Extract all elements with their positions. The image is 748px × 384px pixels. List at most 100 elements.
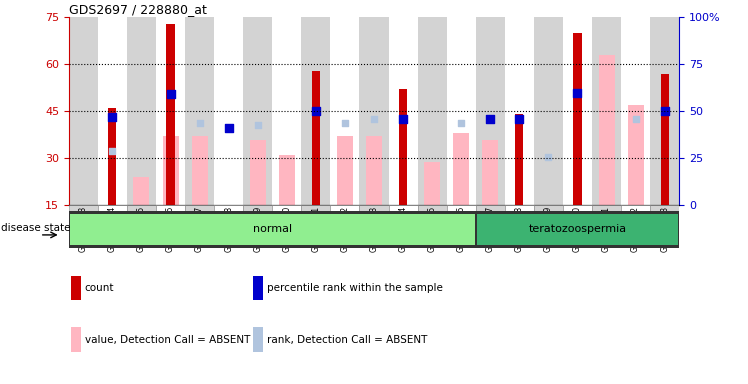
Text: GSM158474: GSM158474: [399, 206, 408, 252]
Bar: [505, 17, 534, 205]
Text: count: count: [85, 283, 114, 293]
Bar: [515, 114, 524, 205]
Bar: [360, 205, 388, 211]
Text: GSM158472: GSM158472: [340, 206, 349, 252]
Text: GSM158470: GSM158470: [282, 206, 291, 252]
Text: GSM158467: GSM158467: [195, 206, 204, 252]
Bar: [312, 71, 320, 205]
Bar: [156, 205, 185, 211]
Text: teratozoospermia: teratozoospermia: [528, 224, 627, 235]
Bar: [331, 17, 360, 205]
Bar: [69, 17, 98, 205]
Bar: [388, 205, 417, 211]
Point: [630, 116, 642, 122]
Bar: [167, 23, 174, 205]
Bar: [127, 205, 156, 211]
Bar: [162, 136, 179, 205]
Point: [252, 121, 264, 127]
Bar: [254, 328, 263, 352]
Text: GSM158466: GSM158466: [166, 206, 175, 252]
Bar: [660, 74, 669, 205]
Point: [397, 116, 409, 122]
Bar: [417, 17, 447, 205]
Bar: [254, 276, 263, 300]
Text: GSM158479: GSM158479: [544, 206, 553, 252]
Bar: [301, 17, 331, 205]
Bar: [574, 33, 581, 205]
Bar: [592, 205, 621, 211]
Bar: [388, 17, 417, 205]
Text: GSM158476: GSM158476: [457, 206, 466, 252]
Text: GSM158473: GSM158473: [370, 206, 378, 252]
Bar: [98, 205, 127, 211]
Bar: [108, 108, 117, 205]
Bar: [191, 136, 208, 205]
Bar: [360, 17, 388, 205]
Bar: [156, 17, 185, 205]
Text: GSM158465: GSM158465: [137, 206, 146, 252]
Bar: [71, 328, 81, 352]
Bar: [399, 89, 407, 205]
Point: [368, 116, 380, 122]
Bar: [70, 214, 475, 245]
Bar: [453, 133, 469, 205]
Bar: [133, 177, 150, 205]
Point: [194, 119, 206, 126]
Bar: [243, 17, 272, 205]
Bar: [482, 140, 498, 205]
Bar: [250, 140, 266, 205]
Point: [223, 125, 235, 131]
Point: [310, 108, 322, 114]
Bar: [243, 205, 272, 211]
Bar: [476, 205, 505, 211]
Bar: [331, 205, 360, 211]
Point: [165, 91, 177, 98]
Bar: [424, 162, 440, 205]
Bar: [279, 155, 295, 205]
Bar: [272, 205, 301, 211]
Text: GSM158463: GSM158463: [79, 206, 88, 252]
Text: disease state: disease state: [1, 222, 70, 233]
Text: value, Detection Call = ABSENT: value, Detection Call = ABSENT: [85, 335, 250, 345]
Bar: [272, 17, 301, 205]
Bar: [69, 205, 98, 211]
Text: GSM158478: GSM158478: [515, 206, 524, 252]
Bar: [185, 17, 214, 205]
Text: GSM158475: GSM158475: [428, 206, 437, 252]
Bar: [185, 205, 214, 211]
Bar: [447, 205, 476, 211]
Bar: [337, 136, 353, 205]
Bar: [417, 205, 447, 211]
Bar: [476, 17, 505, 205]
Text: normal: normal: [253, 224, 292, 235]
Text: GSM158482: GSM158482: [631, 206, 640, 252]
Bar: [534, 17, 563, 205]
Bar: [534, 205, 563, 211]
Bar: [628, 105, 643, 205]
Bar: [621, 17, 650, 205]
Text: GSM158477: GSM158477: [485, 206, 494, 252]
Point: [571, 89, 583, 96]
Point: [339, 119, 351, 126]
Bar: [476, 214, 678, 245]
Bar: [214, 205, 243, 211]
Bar: [598, 55, 615, 205]
Bar: [650, 205, 679, 211]
Bar: [214, 17, 243, 205]
Bar: [447, 17, 476, 205]
Bar: [592, 17, 621, 205]
Text: GSM158469: GSM158469: [254, 206, 263, 252]
Bar: [127, 17, 156, 205]
Point: [106, 148, 118, 154]
Text: GSM158481: GSM158481: [602, 206, 611, 252]
Bar: [301, 205, 331, 211]
Text: GDS2697 / 228880_at: GDS2697 / 228880_at: [69, 3, 206, 16]
Bar: [505, 205, 534, 211]
Text: percentile rank within the sample: percentile rank within the sample: [267, 283, 443, 293]
Bar: [71, 276, 81, 300]
Bar: [563, 205, 592, 211]
Point: [456, 119, 468, 126]
Text: GSM158471: GSM158471: [311, 206, 320, 252]
Text: GSM158464: GSM158464: [108, 206, 117, 252]
Point: [659, 108, 671, 114]
